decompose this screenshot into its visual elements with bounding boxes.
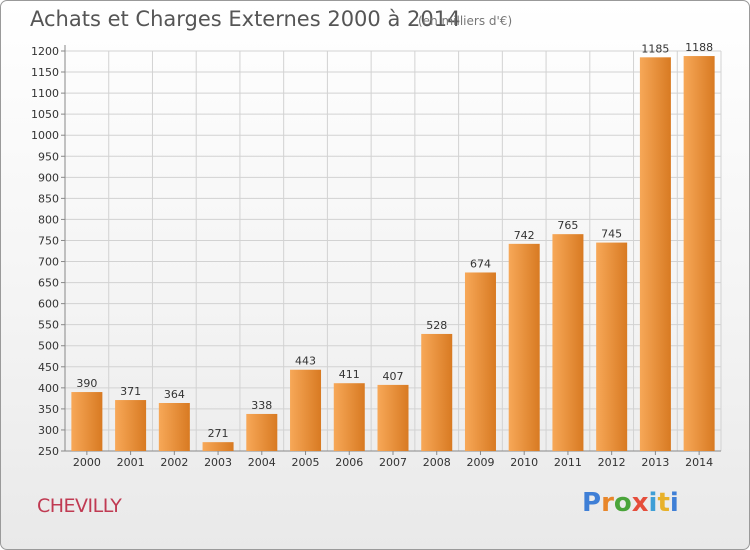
bar-2006	[333, 383, 365, 451]
y-tick-label: 1100	[31, 87, 59, 100]
x-tick-label: 2014	[685, 456, 713, 469]
bar-2002	[158, 403, 190, 451]
value-label: 1185	[641, 42, 669, 55]
x-tick-label: 2004	[248, 456, 276, 469]
bar-2009	[464, 272, 496, 451]
value-label: 411	[339, 368, 360, 381]
y-tick-label: 500	[38, 340, 59, 353]
bar-2012	[596, 242, 628, 451]
value-label: 745	[601, 228, 622, 241]
x-tick-label: 2006	[335, 456, 363, 469]
value-label: 390	[76, 377, 97, 390]
y-tick-label: 1000	[31, 129, 59, 142]
x-tick-label: 2013	[641, 456, 669, 469]
x-tick-label: 2000	[73, 456, 101, 469]
x-tick-label: 2009	[466, 456, 494, 469]
y-tick-label: 650	[38, 277, 59, 290]
value-label: 271	[208, 427, 229, 440]
chart-subtitle: (en milliers d'€)	[418, 14, 513, 28]
bar-2011	[552, 234, 584, 451]
y-tick-label: 700	[38, 256, 59, 269]
x-tick-label: 2010	[510, 456, 538, 469]
y-tick-label: 1200	[31, 45, 59, 58]
proxiti-logo: Proxiti	[582, 488, 679, 518]
y-tick-label: 850	[38, 192, 59, 205]
x-tick-label: 2003	[204, 456, 232, 469]
y-tick-label: 900	[38, 171, 59, 184]
bar-2005	[290, 369, 322, 451]
value-label: 528	[426, 319, 447, 332]
x-tick-label: 2008	[423, 456, 451, 469]
y-tick-label: 950	[38, 150, 59, 163]
x-tick-labels: 2000 2001 2002 2003 2004 2005 2006 2007 2008 2009…	[73, 456, 713, 469]
city-name: CHEVILLY	[37, 495, 122, 517]
value-label: 443	[295, 355, 316, 368]
x-tick-label: 2001	[117, 456, 145, 469]
x-tick-label: 2012	[598, 456, 626, 469]
value-label: 674	[470, 257, 491, 270]
value-label: 338	[251, 399, 272, 412]
value-label: 765	[557, 219, 578, 232]
y-tick-labels: 250 300 350 400 450 500 550 600 650 700 750 800 850 9…	[31, 45, 59, 458]
bar-2000	[71, 392, 103, 451]
y-tick-label: 400	[38, 382, 59, 395]
bar-2004	[246, 413, 278, 451]
x-tick-label: 2002	[160, 456, 188, 469]
bar-2007	[377, 384, 409, 451]
x-tick-label: 2011	[554, 456, 582, 469]
bar-2008	[421, 333, 453, 451]
y-tick-label: 1050	[31, 108, 59, 121]
value-label: 742	[514, 229, 535, 242]
y-tick-label: 1150	[31, 66, 59, 79]
y-tick-label: 800	[38, 213, 59, 226]
y-tick-label: 750	[38, 234, 59, 247]
value-labels: 390 371 364 271 338 443 411 407 528 674 742 765 745 1…	[76, 41, 713, 440]
y-tick-label: 350	[38, 403, 59, 416]
x-tick-label: 2007	[379, 456, 407, 469]
bar-2014	[683, 56, 715, 451]
bar-2001	[115, 400, 147, 451]
y-tick-label: 250	[38, 445, 59, 458]
chart-title: Achats et Charges Externes 2000 à 2014	[30, 7, 461, 31]
bar-2003	[202, 442, 234, 451]
bars	[71, 56, 715, 451]
value-label: 407	[383, 370, 404, 383]
x-tick-label: 2005	[292, 456, 320, 469]
value-label: 371	[120, 385, 141, 398]
bar-2010	[508, 243, 540, 451]
y-tick-label: 550	[38, 319, 59, 332]
y-tick-label: 600	[38, 298, 59, 311]
y-tick-label: 300	[38, 424, 59, 437]
value-label: 1188	[685, 41, 713, 54]
y-tick-label: 450	[38, 361, 59, 374]
value-label: 364	[164, 388, 185, 401]
bar-2013	[639, 57, 671, 451]
